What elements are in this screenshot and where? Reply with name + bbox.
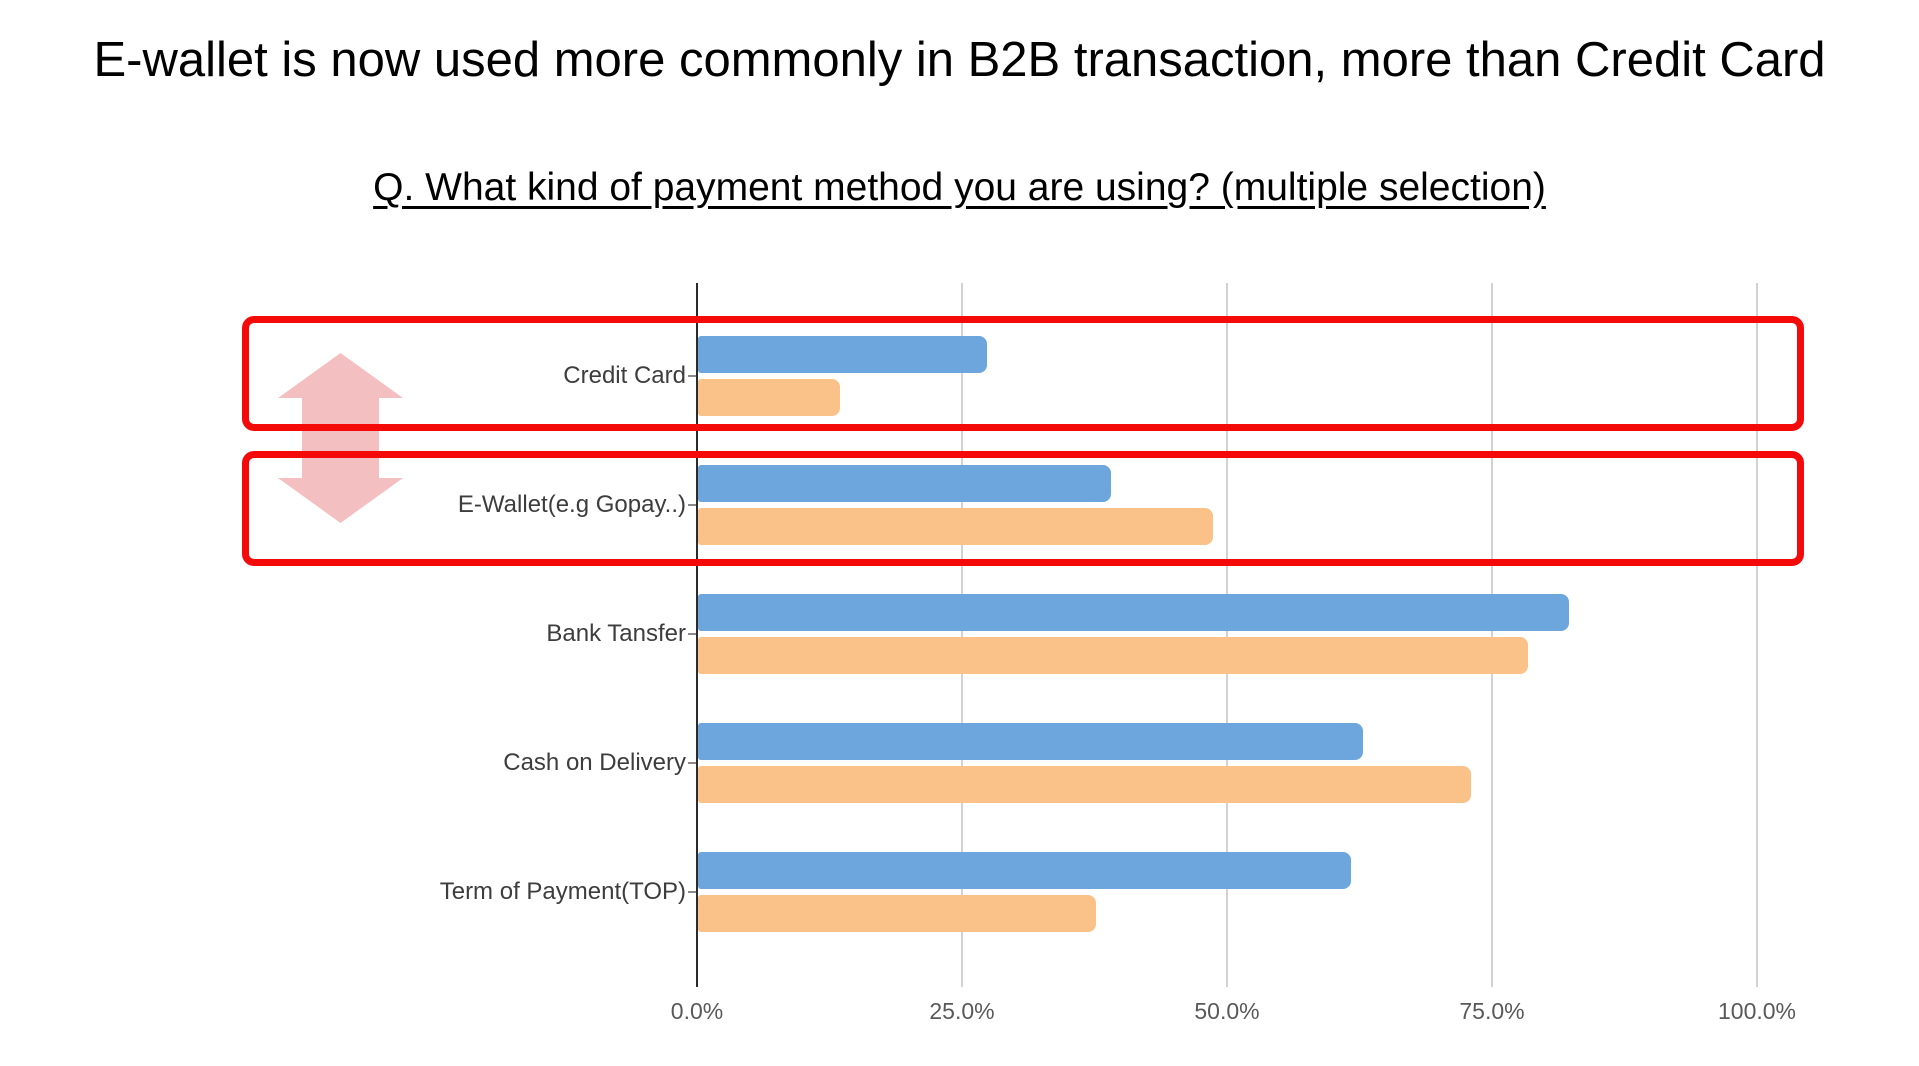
bar-series_blue-bank-tansfer [698,594,1569,631]
gridline [1491,283,1493,987]
bar-series_orange-bank-tansfer [698,637,1528,674]
question-subtitle: Q. What kind of payment method you are u… [373,166,1546,209]
category-axis-tick [688,891,696,893]
bar-series_blue-credit-card [698,336,987,373]
gridline [1226,283,1228,987]
x-tick-label: 50.0% [1194,998,1260,1024]
page-title: E-wallet is now used more commonly in B2… [93,33,1826,87]
up-down-arrow-icon [278,353,403,523]
category-label-term-of-payment-top: Term of Payment(TOP) [439,878,686,905]
gridline [1756,283,1758,987]
x-tick-label: 75.0% [1459,998,1525,1024]
y-axis-line [696,283,698,987]
highlight-box-credit-card [242,316,1804,431]
category-label-bank-tansfer: Bank Tansfer [546,620,686,647]
bar-series_orange-credit-card [698,379,840,416]
category-label-cash-on-delivery: Cash on Delivery [503,749,686,776]
category-axis-tick [688,504,696,506]
category-label-e-wallet-e-g-gopay: E-Wallet(e.g Gopay..) [457,491,686,518]
category-axis-tick [688,633,696,635]
category-label-credit-card: Credit Card [563,362,686,389]
bar-series_blue-term-of-payment-top [698,852,1351,889]
bar-series_orange-cash-on-delivery [698,766,1471,803]
bar-series_orange-term-of-payment-top [698,895,1096,932]
x-tick-label: 25.0% [929,998,995,1024]
category-axis-tick [688,375,696,377]
gridline [961,283,963,987]
x-tick-label: 100.0% [1717,998,1796,1024]
bar-series_orange-e-wallet-e-g-gopay [698,508,1213,545]
x-tick-label: 0.0% [670,998,724,1024]
bar-series_blue-e-wallet-e-g-gopay [698,465,1111,502]
bar-series_blue-cash-on-delivery [698,723,1363,760]
category-axis-tick [688,762,696,764]
highlight-box-e-wallet [242,451,1804,566]
